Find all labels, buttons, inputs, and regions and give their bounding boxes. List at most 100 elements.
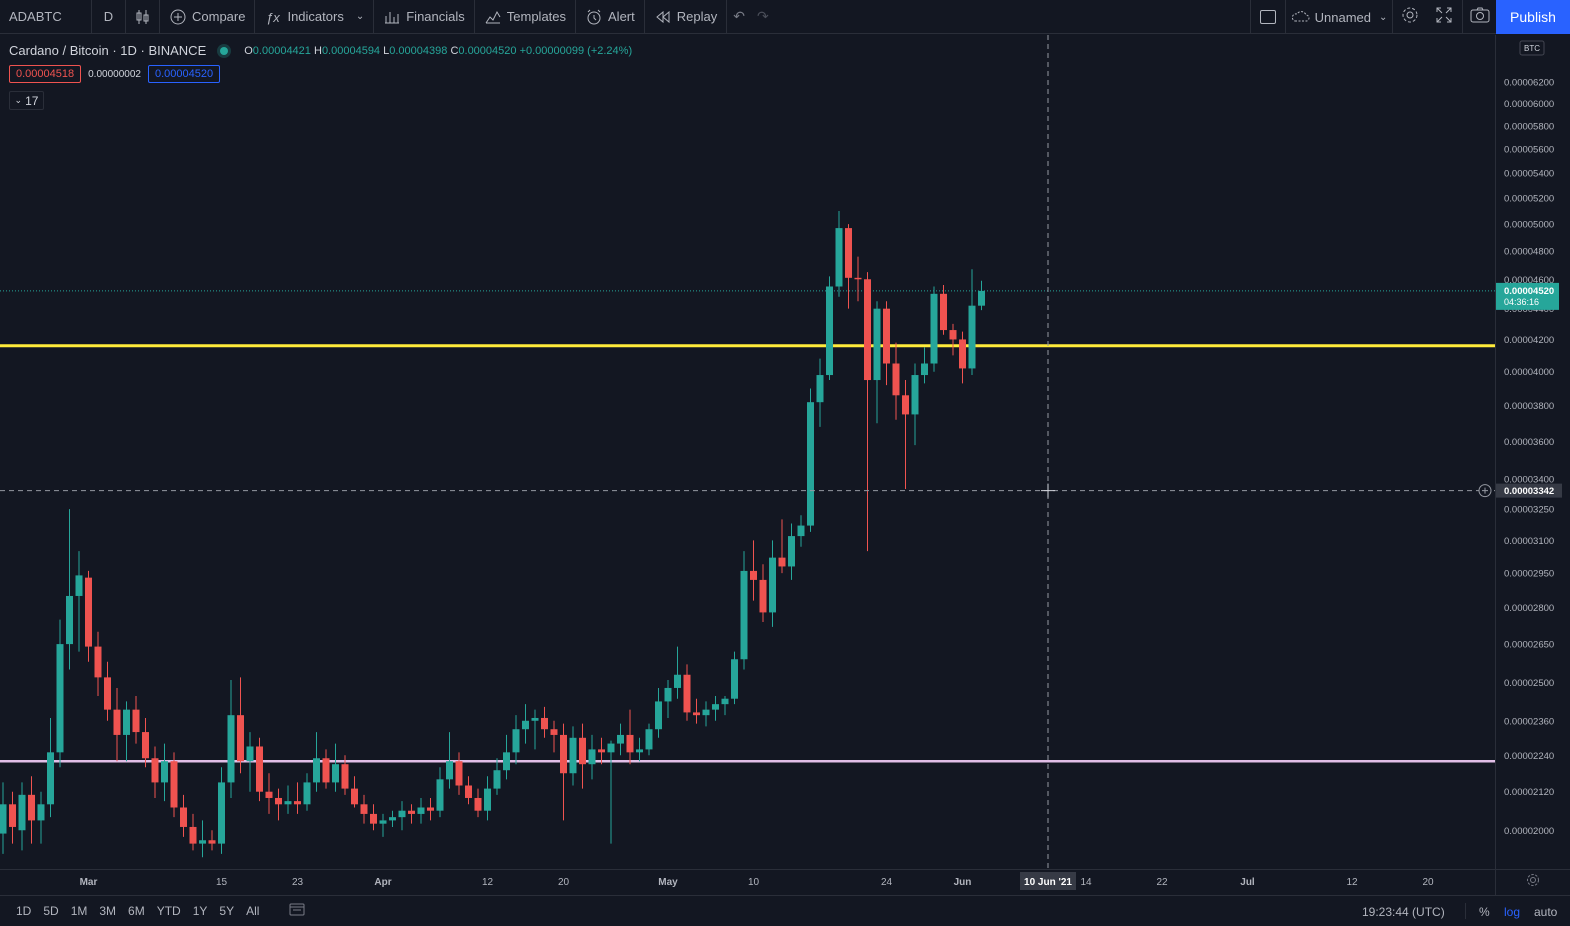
candle[interactable] [588, 734, 596, 780]
candle[interactable] [626, 709, 634, 765]
replay-button[interactable]: Replay [645, 0, 728, 34]
candle[interactable] [873, 301, 881, 424]
candle[interactable] [579, 723, 586, 789]
candle[interactable] [227, 679, 235, 798]
layout-select-button[interactable] [1250, 0, 1284, 34]
range-button-1d[interactable]: 1D [16, 904, 32, 918]
candle[interactable] [645, 723, 653, 756]
candle[interactable] [275, 788, 282, 821]
time-axis[interactable]: Mar 15 23 Apr 12 20 May 10 24 Jun 14 22 Jul 12 20 10 Ju… [0, 869, 1495, 895]
candle[interactable] [37, 791, 45, 844]
compare-button[interactable]: Compare [160, 0, 256, 34]
range-button-1y[interactable]: 1Y [192, 904, 208, 918]
indicators-collapse-button[interactable]: ⌄ 17 [9, 91, 44, 110]
candle[interactable] [246, 732, 254, 792]
candle[interactable] [142, 717, 149, 768]
currency-badge[interactable]: BTC [1519, 40, 1545, 56]
calendar-range-icon[interactable] [289, 902, 305, 921]
candle[interactable] [436, 767, 444, 818]
indicators-button[interactable]: ƒx Indicators ⌄ [255, 0, 375, 34]
publish-button[interactable]: Publish [1496, 0, 1570, 34]
candle[interactable] [28, 776, 35, 844]
candle[interactable] [417, 797, 425, 824]
range-button-ytd[interactable]: YTD [156, 904, 181, 918]
chevron-down-icon[interactable]: ⌄ [355, 11, 365, 22]
price-scale[interactable]: BTC 0.00006200 0.00006000 0.00005800 0.00005… [1496, 35, 1570, 869]
candle[interactable] [788, 523, 795, 580]
candle[interactable] [607, 740, 615, 844]
candle[interactable] [598, 737, 605, 765]
candle[interactable] [531, 709, 539, 750]
market-status-icon[interactable] [220, 46, 229, 55]
candle[interactable] [883, 301, 890, 386]
candle[interactable] [854, 256, 862, 302]
candle[interactable] [959, 331, 966, 384]
candle[interactable] [389, 810, 396, 827]
sell-button[interactable]: 0.00004518 [9, 65, 82, 83]
financials-button[interactable]: Financials [374, 0, 475, 34]
candle[interactable] [759, 564, 767, 623]
candle[interactable] [56, 619, 64, 768]
add-alert-plus-icon[interactable] [1478, 484, 1492, 498]
range-button-all[interactable]: All [246, 904, 260, 918]
candle[interactable] [47, 717, 54, 818]
candle[interactable] [902, 380, 909, 490]
range-button-5d[interactable]: 5D [43, 904, 59, 918]
candle[interactable] [569, 726, 577, 786]
interval-button[interactable]: D [92, 0, 126, 34]
chart-pane[interactable] [0, 35, 1495, 869]
candle[interactable] [237, 677, 244, 774]
price-axis[interactable]: BTC 0.00006200 0.00006000 0.00005800 0.00005… [1495, 35, 1570, 869]
candle[interactable] [949, 323, 957, 356]
candle[interactable] [132, 696, 140, 744]
range-button-6m[interactable]: 6M [128, 904, 145, 918]
fullscreen-button[interactable] [1427, 0, 1461, 34]
scale-settings-button[interactable] [1495, 869, 1570, 895]
candle[interactable] [940, 285, 947, 335]
candle[interactable] [740, 551, 748, 670]
candle[interactable] [550, 720, 558, 753]
candle[interactable] [826, 276, 833, 381]
percent-toggle[interactable]: % [1479, 896, 1490, 926]
candle[interactable] [930, 286, 938, 372]
candle[interactable] [797, 515, 805, 547]
candle[interactable] [9, 791, 16, 844]
candle[interactable] [693, 698, 700, 724]
symbol-title[interactable]: Cardano / Bitcoin · 1D · BINANCE [9, 43, 207, 58]
candle[interactable] [180, 794, 187, 837]
candle[interactable] [408, 804, 415, 824]
candle[interactable] [484, 776, 491, 821]
candle[interactable] [427, 797, 434, 821]
candle[interactable] [0, 782, 7, 854]
candle[interactable] [189, 813, 197, 851]
candle[interactable] [341, 755, 349, 795]
range-button-5y[interactable]: 5Y [219, 904, 235, 918]
candlestick-chart[interactable] [0, 35, 1495, 869]
candle[interactable] [512, 715, 520, 765]
candle[interactable] [911, 363, 919, 446]
candle[interactable] [617, 723, 624, 756]
candle[interactable] [541, 706, 548, 738]
candle[interactable] [66, 509, 73, 670]
candle[interactable] [398, 801, 406, 831]
log-toggle[interactable]: log [1504, 896, 1520, 926]
candle[interactable] [702, 701, 710, 727]
candle[interactable] [351, 776, 358, 808]
candle[interactable] [816, 358, 824, 427]
candle[interactable] [560, 723, 567, 821]
symbol-search-button[interactable]: ADABTC [0, 0, 92, 34]
candle[interactable] [474, 788, 482, 818]
templates-button[interactable]: Templates [475, 0, 577, 34]
candle[interactable] [712, 696, 719, 721]
candle[interactable] [322, 749, 330, 789]
candle[interactable] [208, 830, 216, 851]
candle[interactable] [75, 551, 83, 652]
candle[interactable] [968, 269, 976, 376]
candle[interactable] [731, 651, 738, 705]
candle[interactable] [218, 767, 225, 854]
candle[interactable] [113, 687, 121, 762]
candle[interactable] [978, 280, 985, 311]
candle[interactable] [94, 631, 102, 697]
candle[interactable] [256, 737, 263, 802]
candle[interactable] [493, 758, 501, 795]
